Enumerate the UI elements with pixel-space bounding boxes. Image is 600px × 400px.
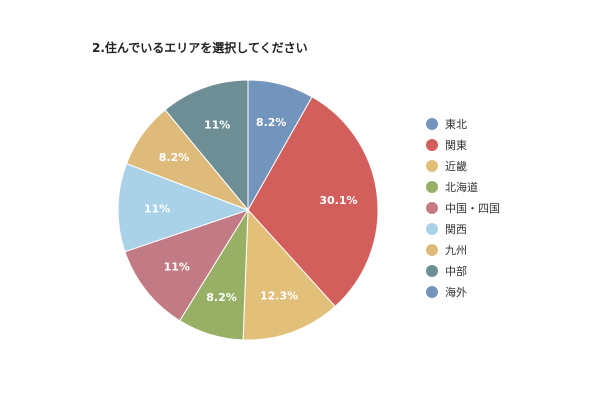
legend-marker-6 [426, 223, 438, 235]
legend-label-3: 近畿 [445, 159, 467, 173]
slice-value-label-5: 11% [164, 261, 190, 274]
legend-label-8: 中部 [445, 264, 467, 278]
legend-marker-2 [426, 139, 438, 151]
legend-label-1: 東北 [445, 118, 467, 131]
slice-value-label-2: 30.1% [319, 194, 357, 207]
legend-marker-3 [426, 160, 438, 172]
slice-labels: 8.2% 30.1% 12.3% 8.2% 11% 11% 8.2% 11% [144, 116, 358, 304]
legend-label-6: 関西 [445, 223, 467, 236]
pie-slices [117, 79, 379, 341]
slice-value-label-8: 11% [204, 118, 230, 131]
pie-slice-2 [247, 96, 379, 308]
pie-slice-8 [164, 79, 249, 212]
legend-marker-5 [426, 202, 438, 214]
slice-value-label-1: 8.2% [256, 116, 287, 129]
legend-marker-9 [426, 286, 438, 298]
legend-marker-4 [426, 181, 438, 193]
legend-marker-1 [426, 118, 438, 130]
pie-slice-3 [242, 208, 336, 341]
slice-value-label-3: 12.3% [260, 290, 298, 303]
legend-marker-7 [426, 244, 438, 256]
slice-value-label-4: 8.2% [206, 291, 237, 304]
legend-label-7: 九州 [445, 244, 467, 257]
legend-label-5: 中国・四国 [445, 202, 500, 215]
slice-value-label-6: 11% [144, 202, 170, 215]
legend-label-9: 海外 [445, 285, 467, 299]
legend-label-4: 北海道 [445, 180, 478, 194]
legend-marker-8 [426, 265, 438, 277]
slice-value-label-7: 8.2% [159, 151, 190, 164]
pie-slice-6 [117, 163, 250, 253]
pie-slice-5 [124, 209, 250, 322]
chart-title: 2.住んでいるエリアを選択してください [92, 40, 308, 55]
legend-label-2: 関東 [445, 139, 467, 152]
